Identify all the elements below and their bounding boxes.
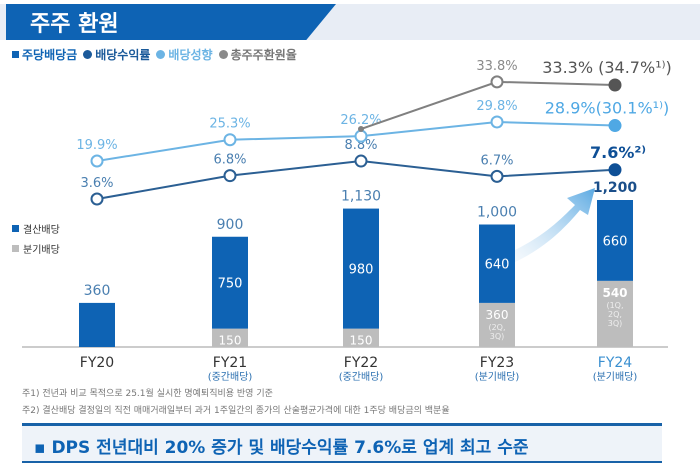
series-label: 6.7% [480, 153, 513, 168]
series-label: 3.6% [80, 176, 113, 191]
summary-banner: ▪ DPS 전년대비 20% 증가 및 배당수익률 7.6%로 업계 최고 수준 [22, 423, 662, 463]
bar-total-label: 1,200 [593, 180, 638, 196]
category-label: FY22 [344, 355, 378, 371]
bar-quarterly [212, 328, 248, 347]
legend: 주당배당금 배당수익률 배당성향 총주주환원율 [12, 46, 297, 63]
series-point [490, 75, 504, 89]
category-sublabel: (중간배당) [339, 371, 384, 383]
bar-total-label: 1,130 [341, 189, 381, 205]
footnote-2: 주2) 결산배당 결정일의 직전 매매거래일부터 과거 1주일간의 종가의 산술… [22, 406, 450, 416]
legend-yield: 배당수익률 [83, 46, 150, 63]
bar-quarterly [343, 328, 379, 347]
summary-text: ▪ DPS 전년대비 20% 증가 및 배당수익률 7.6%로 업계 최고 수준 [34, 438, 529, 458]
bar-quarterly-note: 3Q) [490, 332, 505, 341]
legend-payout: 배당성향 [156, 46, 213, 63]
series-point [608, 119, 622, 133]
bar-final [597, 200, 633, 281]
bar-quarterly-label: 150 [219, 334, 242, 348]
series-point [354, 154, 368, 168]
series-label: 8.8% [344, 138, 377, 153]
series-point [490, 169, 504, 183]
series-label: 33.3% (34.7%¹⁾) [542, 58, 672, 77]
bar-quarterly-label: 150 [350, 334, 373, 348]
series-point [358, 126, 364, 132]
bar-final-label: 660 [603, 234, 628, 249]
bar-quarterly-note: 3Q) [608, 319, 623, 328]
legend-dps: 주당배당금 [12, 46, 77, 63]
series-label: 25.3% [209, 117, 250, 132]
series-label: 33.8% [476, 59, 517, 74]
category-label: FY20 [80, 355, 114, 371]
category-label: FY24 [598, 355, 633, 371]
category-sublabel: (분기배당) [593, 371, 638, 383]
bar-final [479, 224, 515, 303]
series-label: 6.8% [213, 153, 246, 168]
category-sublabel: (중간배당) [208, 371, 253, 383]
category-label: FY21 [213, 355, 247, 371]
bar-quarterly [479, 302, 515, 347]
series-point [90, 154, 104, 168]
bar-quarterly-note: 2Q, [608, 310, 622, 319]
bar-quarterly-label: 360 [486, 308, 509, 322]
dividend-chart: 360FY20150750900FY21(중간배당)1509801,130FY2… [22, 58, 672, 383]
bar-legend-quarterly: 분기배당 [12, 241, 60, 256]
bar-final [343, 208, 379, 329]
bar-final-label: 980 [349, 263, 374, 278]
series-point [490, 115, 504, 129]
bar-legend-final: 결산배당 [12, 221, 60, 236]
bar-quarterly-note: (2Q, [488, 323, 505, 332]
bar-final-label: 750 [218, 277, 243, 292]
footnote-1: 주1) 전년과 비교 목적으로 25.1월 실시한 명예퇴직비용 반영 기준 [22, 389, 273, 399]
page-title: 주주 환원 [30, 12, 119, 37]
bar-final [212, 236, 248, 329]
bar-total-label: 900 [217, 217, 244, 233]
bar-quarterly [597, 280, 633, 347]
series-label: 7.6%²⁾ [590, 143, 646, 162]
bar-quarterly-note: (1Q, [606, 301, 623, 310]
bar-quarterly-label: 540 [602, 286, 627, 300]
series-label: 26.2% [340, 113, 381, 128]
series-point [223, 133, 237, 147]
series-label: 19.9% [76, 138, 117, 153]
series-point [354, 129, 368, 143]
series-point [90, 192, 104, 206]
category-sublabel: (분기배당) [475, 371, 520, 383]
bar-total-label: 1,000 [477, 205, 517, 221]
bar-final [79, 302, 115, 347]
series-point [608, 163, 622, 177]
bar-total-label: 360 [84, 283, 111, 299]
growth-arrow-icon [515, 188, 595, 262]
legend-total-return: 총주주환원율 [218, 46, 297, 63]
bar-final-label: 640 [485, 258, 510, 273]
header-title-band [6, 4, 336, 40]
series-point [223, 169, 237, 183]
series-label: 28.9%(30.1%¹⁾) [545, 99, 669, 118]
series-label: 29.8% [476, 99, 517, 114]
series-point [608, 78, 622, 92]
category-label: FY23 [480, 355, 514, 371]
footnotes: 주1) 전년과 비교 목적으로 25.1월 실시한 명예퇴직비용 반영 기준 주… [22, 386, 450, 420]
